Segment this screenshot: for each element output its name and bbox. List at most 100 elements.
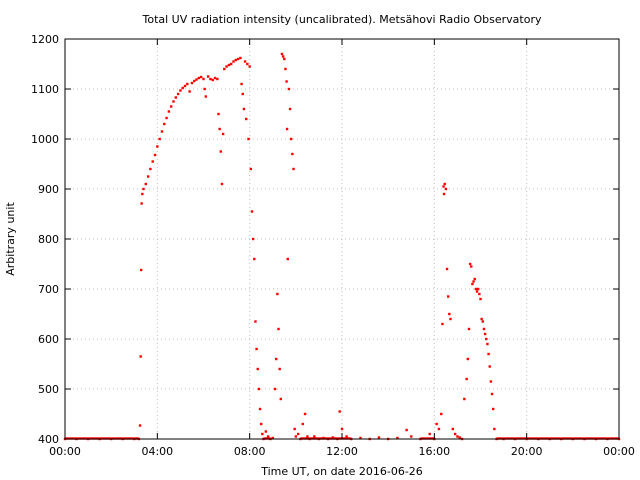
data-point [165, 116, 168, 120]
data-point [441, 322, 444, 326]
data-point [456, 435, 459, 438]
data-point [174, 96, 177, 99]
data-point [286, 257, 289, 261]
data-point [437, 427, 441, 431]
data-point [291, 152, 294, 156]
data-point [313, 435, 316, 438]
data-point [340, 427, 344, 431]
data-point [156, 145, 159, 148]
data-point [275, 357, 278, 361]
y-tick-label: 800 [38, 233, 59, 246]
data-point [467, 327, 471, 331]
data-point [242, 107, 246, 111]
data-point [482, 327, 486, 331]
data-point [377, 436, 381, 439]
data-point [463, 397, 466, 401]
data-point [273, 387, 277, 391]
data-point [285, 127, 289, 131]
data-point [489, 380, 493, 383]
data-point [261, 432, 264, 436]
data-point [292, 167, 295, 171]
data-point [445, 267, 449, 271]
grid-lines [65, 39, 619, 439]
data-point [160, 130, 164, 133]
data-point [444, 187, 448, 191]
x-axis-label: Time UT, on date 2016-06-26 [260, 465, 423, 478]
data-point [442, 192, 446, 196]
data-point [243, 60, 247, 63]
data-point [470, 265, 473, 268]
data-point [188, 90, 191, 93]
data-point [258, 407, 262, 411]
data-point [149, 167, 152, 171]
data-point [435, 422, 438, 426]
y-tick-label: 600 [38, 333, 59, 346]
data-point [236, 57, 240, 61]
data-point [465, 377, 468, 381]
data-point [468, 262, 472, 266]
x-tick-label: 16:00 [418, 445, 450, 458]
data-point [151, 160, 154, 163]
data-point [260, 422, 263, 426]
data-point [146, 175, 150, 178]
data-point [153, 153, 157, 157]
data-point [250, 210, 254, 213]
data-point [209, 77, 212, 81]
data-point [480, 317, 483, 321]
data-point [253, 257, 256, 261]
data-point [301, 422, 304, 426]
x-tick-label: 04:00 [141, 445, 173, 458]
data-point [181, 86, 184, 90]
data-point [293, 427, 296, 431]
data-point [139, 355, 142, 358]
data-point [203, 87, 206, 91]
data-point [172, 100, 175, 103]
x-tick-label: 00:00 [603, 445, 635, 458]
data-point [446, 295, 450, 298]
data-point [278, 367, 281, 371]
data-point [486, 342, 489, 346]
data-point [466, 357, 469, 361]
data-point [169, 105, 173, 108]
data-point [479, 297, 482, 301]
data-point [481, 320, 485, 323]
data-point [448, 312, 451, 316]
data-point [271, 436, 274, 440]
data-point [139, 268, 143, 272]
data-point [443, 182, 446, 186]
data-point [493, 427, 496, 431]
data-point [227, 63, 231, 67]
data-point [179, 89, 182, 92]
x-tick-label: 20:00 [511, 445, 543, 458]
y-tick-label: 1000 [31, 133, 59, 146]
data-point [186, 82, 189, 86]
data-point [428, 432, 431, 436]
data-point [217, 112, 220, 116]
data-point [483, 332, 487, 336]
y-tick-label: 900 [38, 183, 59, 196]
data-point [266, 435, 270, 438]
data-point [472, 280, 475, 283]
data-point [140, 202, 143, 205]
data-point [306, 435, 309, 438]
data-point [230, 62, 233, 66]
data-point [474, 287, 478, 291]
data-point [442, 185, 445, 188]
data-point [190, 81, 194, 85]
y-tick-label: 500 [38, 383, 59, 396]
data-point [283, 57, 286, 61]
data-point [303, 412, 307, 416]
data-point [193, 79, 196, 83]
data-point [487, 352, 490, 356]
x-tick-label: 08:00 [234, 445, 266, 458]
data-point [158, 137, 161, 141]
y-tick-label: 400 [38, 433, 59, 446]
data-point [197, 76, 201, 80]
data-point [254, 320, 257, 323]
data-point [345, 435, 348, 438]
data-point [285, 80, 288, 83]
data-point [284, 67, 287, 71]
data-point [216, 77, 219, 81]
data-point [218, 127, 221, 131]
data-point [440, 412, 443, 416]
